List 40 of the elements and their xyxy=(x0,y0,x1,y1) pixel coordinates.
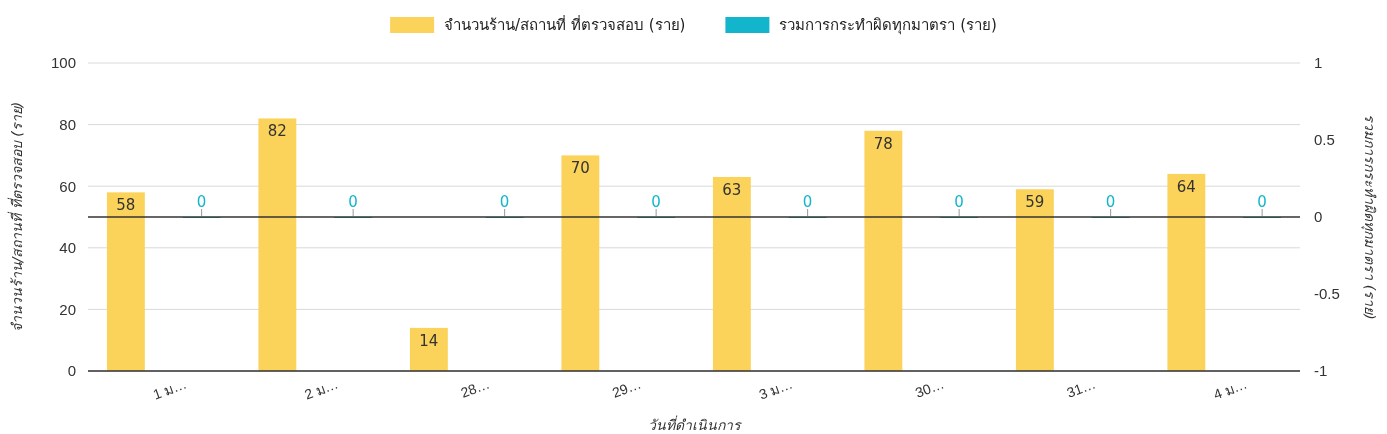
legend-label: รวมการกระทำผิดทุกมาตรา (ราย) xyxy=(779,16,997,35)
y-axis-title: จำนวนร้าน/สถานที่ ที่ตรวจสอบ (ราย) xyxy=(7,101,25,333)
data-label: 0 xyxy=(1105,193,1116,211)
y-tick-label: 0 xyxy=(67,362,76,380)
data-label: 0 xyxy=(348,193,358,211)
y2-tick-label: -1 xyxy=(1314,362,1328,380)
data-label: 0 xyxy=(954,193,964,211)
x-tick-label: 4 ม… xyxy=(1211,375,1250,403)
data-label: 0 xyxy=(499,193,510,211)
y2-tick-label: 0 xyxy=(1314,208,1323,226)
data-label: 82 xyxy=(267,122,287,141)
data-label: 14 xyxy=(419,331,439,350)
y-tick-label: 80 xyxy=(59,115,76,133)
y-tick-label: 40 xyxy=(59,239,76,257)
x-axis-title: วันที่ดำเนินการ xyxy=(647,415,742,433)
y2-axis-title: รวมการกระทำผิดทุกมาตรา (ราย) xyxy=(1361,114,1378,320)
x-tick-label: 2 ม… xyxy=(302,375,341,403)
y2-tick-label: 0.5 xyxy=(1314,131,1335,149)
x-tick-label: 3 ม… xyxy=(756,375,795,403)
data-label: 59 xyxy=(1025,193,1045,212)
data-label: 0 xyxy=(196,193,207,211)
legend-label: จำนวนร้าน/สถานที่ ที่ตรวจสอบ (ราย) xyxy=(444,14,686,34)
x-tick-label: 30… xyxy=(913,375,947,401)
y2-tick-label: -0.5 xyxy=(1314,285,1340,303)
y-tick-label: 60 xyxy=(59,177,76,195)
data-label: 78 xyxy=(873,134,893,153)
data-label: 58 xyxy=(116,196,136,215)
x-tick-label: 28… xyxy=(458,375,492,401)
x-tick-label: 31… xyxy=(1064,375,1098,401)
y-tick-label: 20 xyxy=(59,300,76,318)
data-label: 0 xyxy=(651,193,661,211)
x-tick-label: 29… xyxy=(610,375,644,401)
data-label: 63 xyxy=(722,180,742,199)
data-label: 0 xyxy=(802,193,813,211)
data-label: 70 xyxy=(570,159,590,178)
y2-tick-label: 1 xyxy=(1314,54,1323,72)
y-tick-label: 100 xyxy=(50,54,76,72)
data-label: 0 xyxy=(1257,193,1267,211)
x-tick-label: 1 ม… xyxy=(150,375,189,403)
data-label: 64 xyxy=(1176,177,1196,196)
